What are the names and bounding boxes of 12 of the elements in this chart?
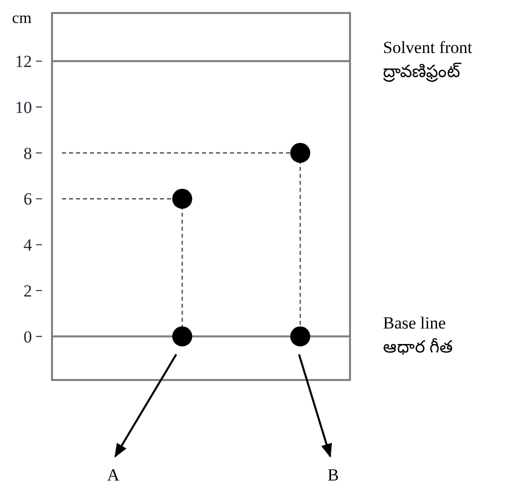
ref-line-label: Base line ఆధార గీత xyxy=(383,313,452,356)
y-tick-label: 6 xyxy=(24,190,32,209)
y-tick-label: 8 xyxy=(24,144,32,163)
y-tick-label: 4 xyxy=(24,236,32,255)
x-tick-label: B xyxy=(328,465,339,484)
y-axis-title: cm xyxy=(12,10,32,27)
ref-line-label: Solvent front ద్రావణిఫ్రంట్ xyxy=(383,38,473,82)
y-tick-label: 10 xyxy=(15,98,32,117)
y-tick-label: 0 xyxy=(24,327,32,346)
y-tick-label: 2 xyxy=(24,281,32,300)
y-tick-label: 12 xyxy=(15,52,32,72)
x-tick-label: A xyxy=(107,465,120,484)
